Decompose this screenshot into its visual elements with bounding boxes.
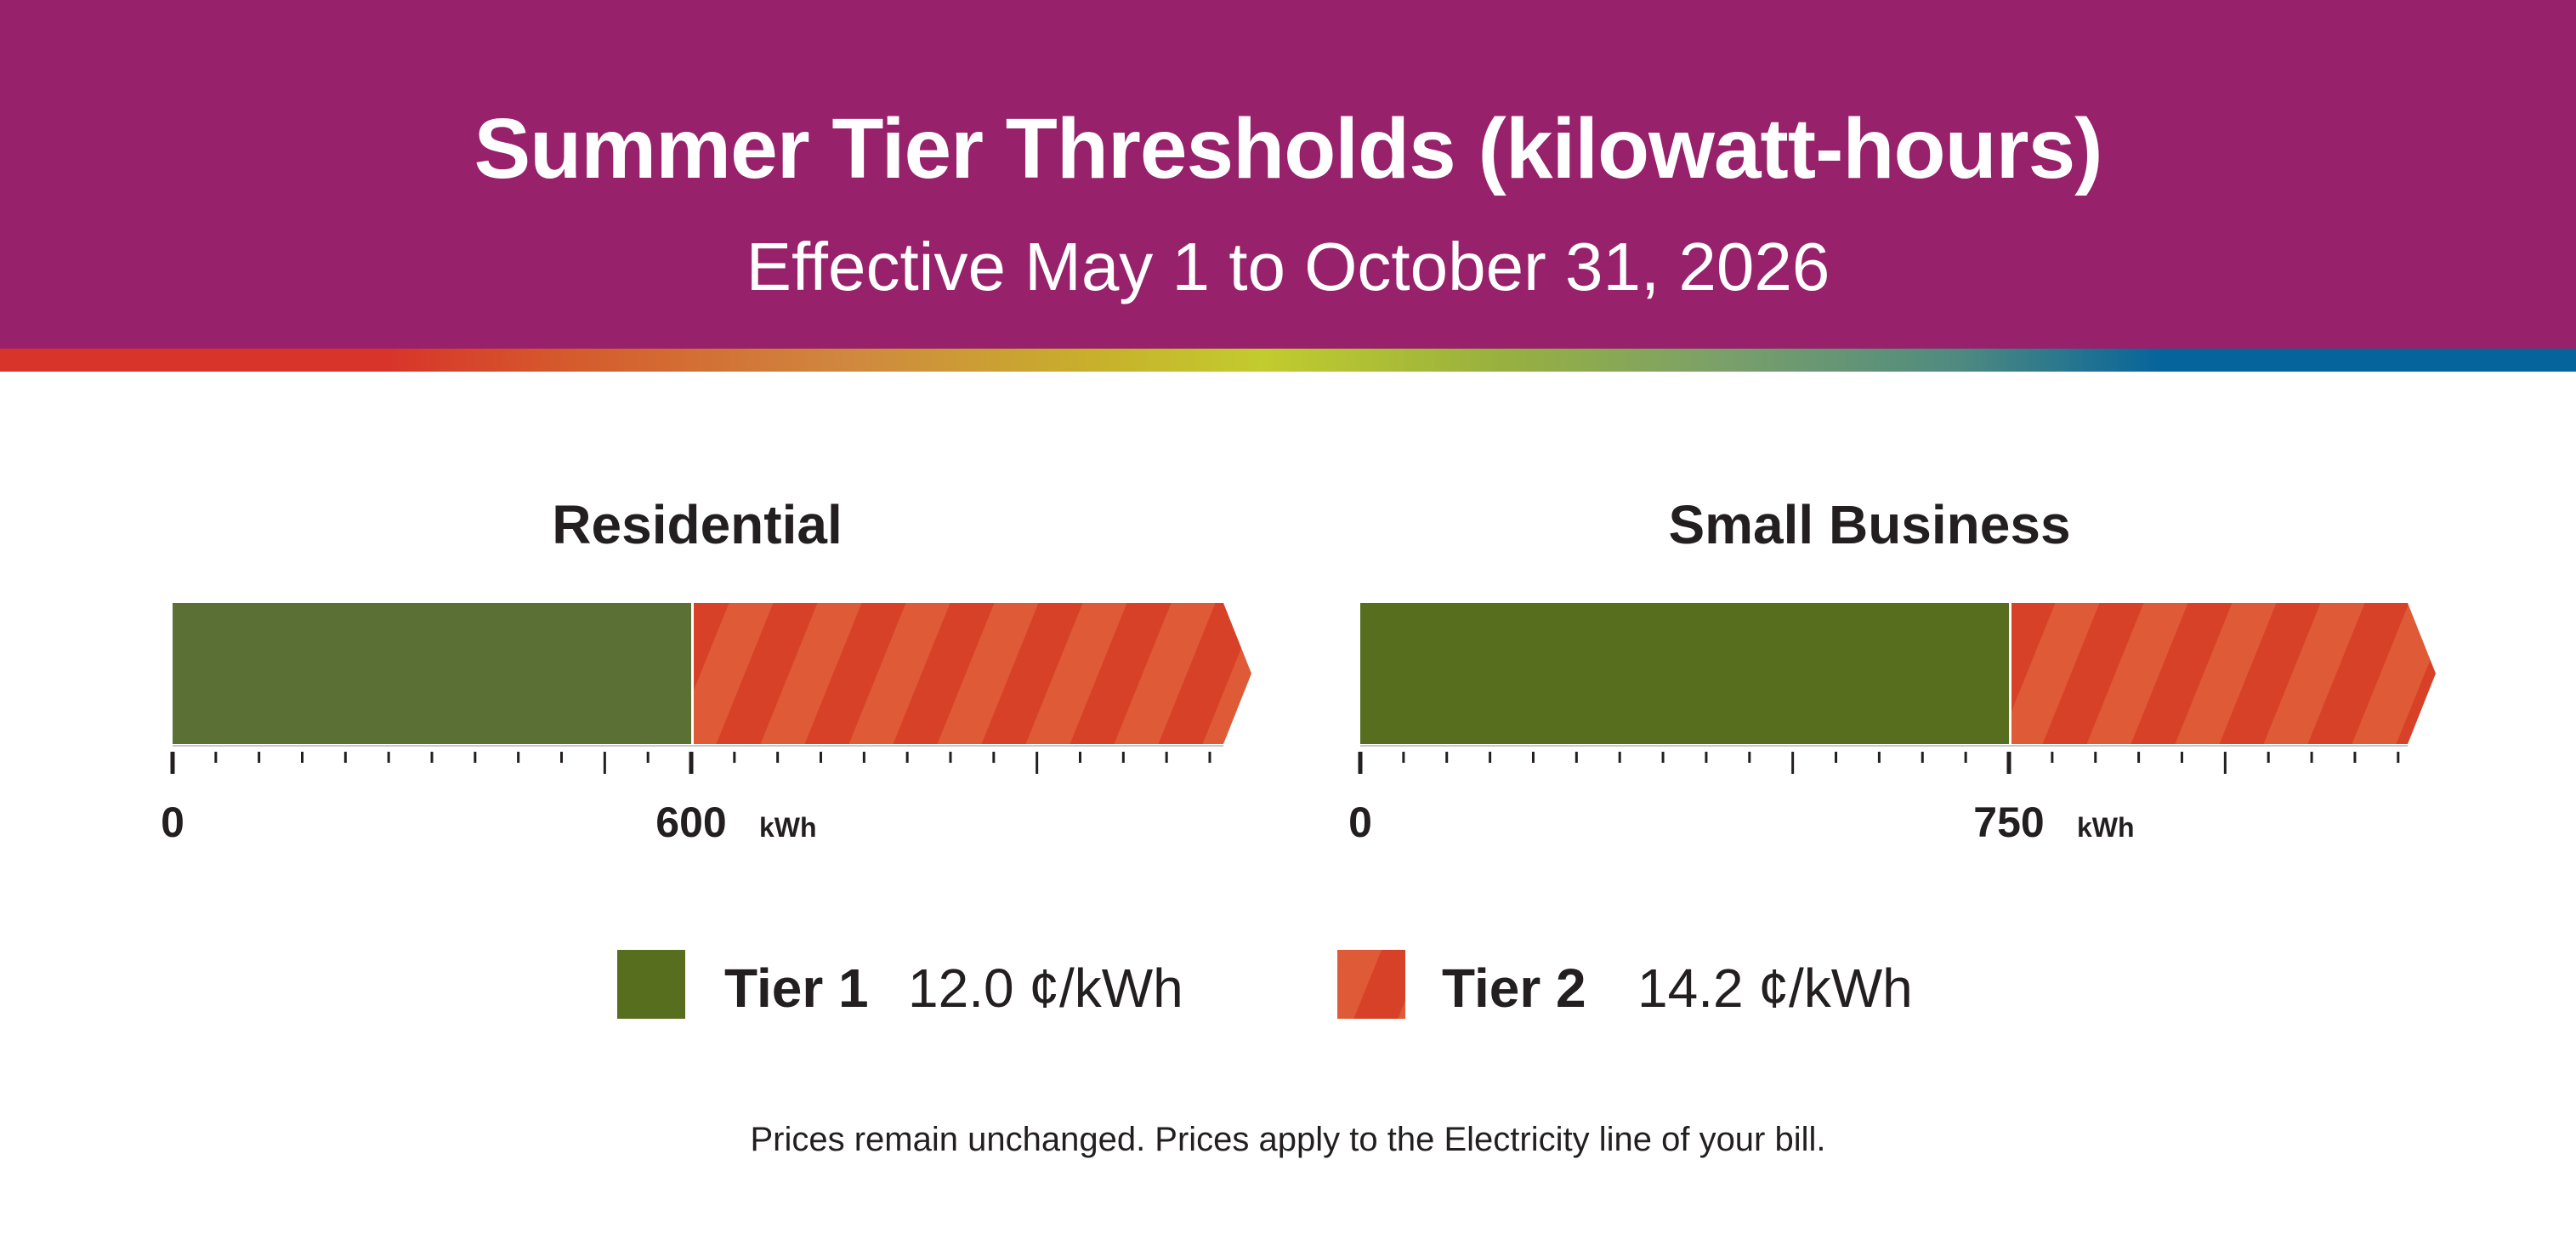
tier2-bar (2011, 603, 2436, 744)
page-title: Summer Tier Thresholds (kilowatt-hours) (474, 101, 2102, 196)
header-banner (0, 0, 2576, 349)
tick-label: 750 (1973, 799, 2044, 846)
legend-tier2-price: 14.2 ¢/kWh (1637, 958, 1913, 1019)
page-subtitle: Effective May 1 to October 31, 2026 (746, 229, 1830, 304)
legend-tier2-swatch (1337, 950, 1405, 1019)
legend-tier1-swatch (617, 950, 685, 1019)
legend-tier1-label: Tier 1 (724, 958, 869, 1019)
tick-label: 600 (655, 799, 726, 846)
residential-title: Residential (552, 494, 843, 555)
unit-label: kWh (759, 812, 817, 843)
tick-label: 0 (1348, 799, 1372, 846)
tier2-bar (694, 603, 1251, 744)
tick-label: 0 (161, 799, 184, 846)
footnote: Prices remain unchanged. Prices apply to… (750, 1121, 1826, 1158)
legend-tier1-price: 12.0 ¢/kWh (908, 958, 1183, 1019)
legend-tier2-label: Tier 2 (1442, 958, 1586, 1019)
unit-label: kWh (2077, 812, 2135, 843)
tier1-bar (173, 603, 691, 744)
small-business-title: Small Business (1668, 494, 2071, 555)
gradient-stripe (0, 349, 2576, 372)
tier1-bar (1360, 603, 2009, 744)
